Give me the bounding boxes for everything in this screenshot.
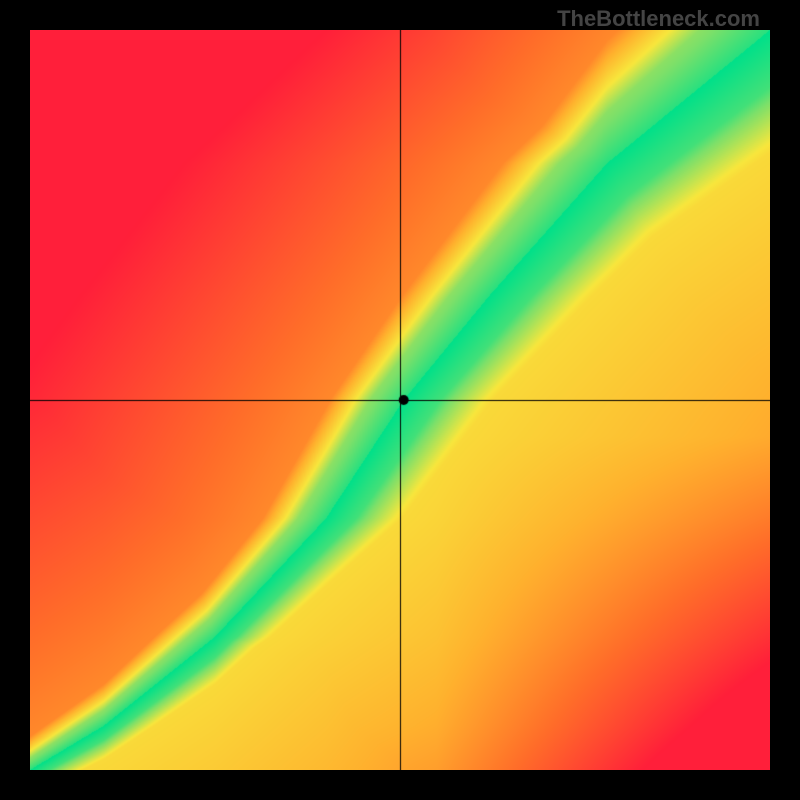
bottleneck-heatmap [30, 30, 770, 770]
watermark-text: TheBottleneck.com [557, 6, 760, 32]
heatmap-canvas [30, 30, 770, 770]
